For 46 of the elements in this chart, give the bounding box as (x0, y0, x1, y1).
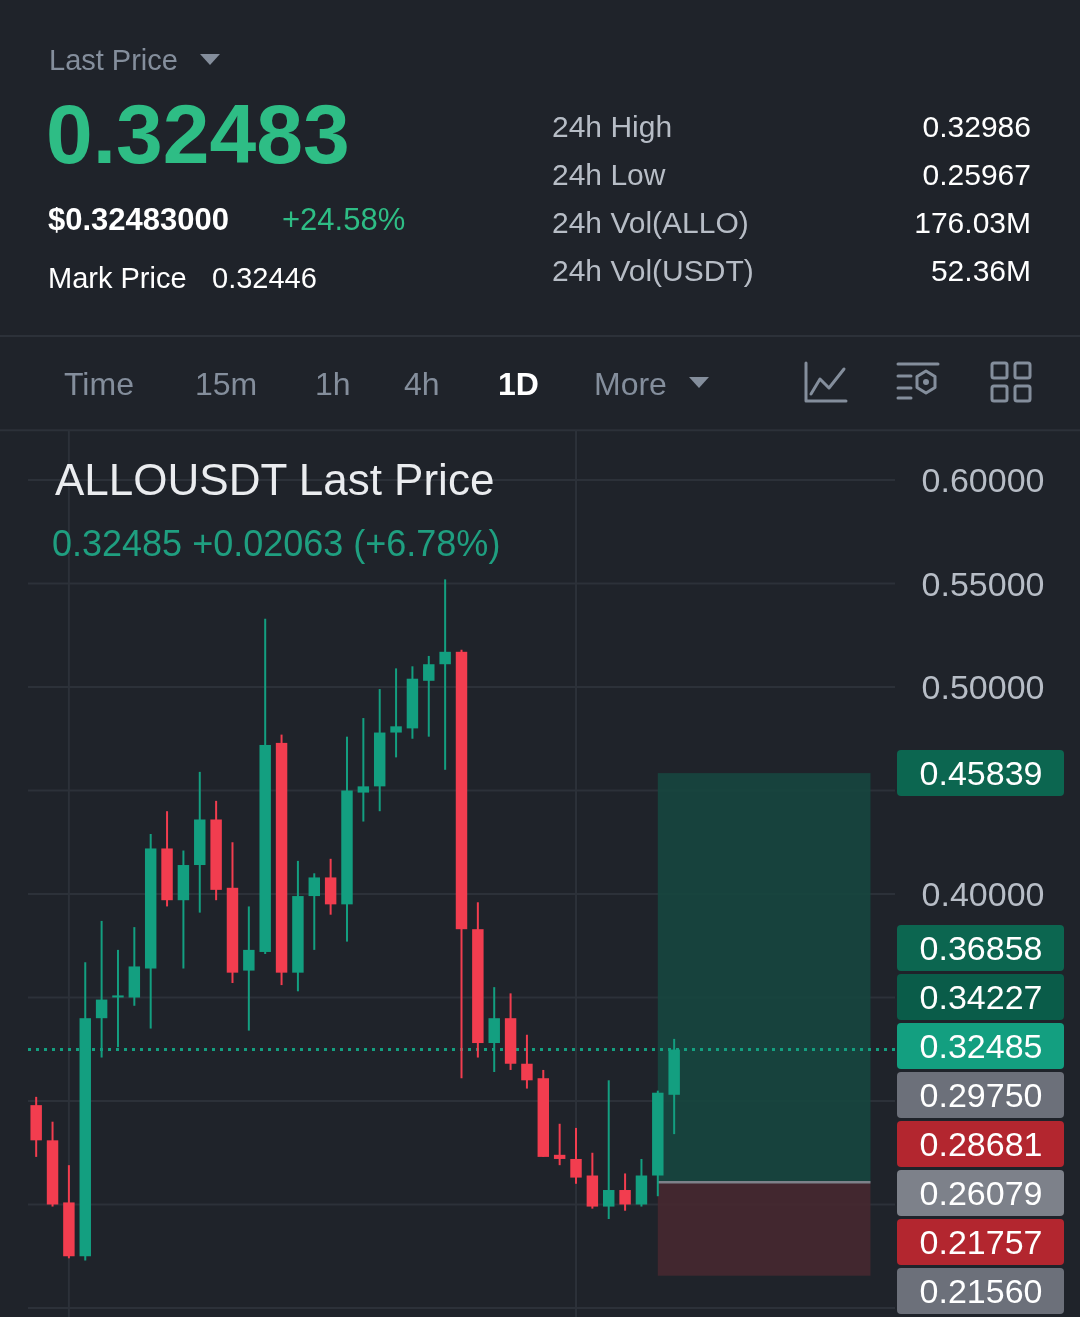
text: 0.21560 (919, 1272, 1043, 1310)
text: +24.58% (282, 202, 406, 237)
y-tick-label: 0.40000 (921, 875, 1045, 913)
text: 52.36M (930, 254, 1031, 287)
text: 1D (498, 366, 539, 402)
candlestick (619, 1172, 631, 1212)
text: 176.03M (914, 206, 1031, 239)
y-tick-label: 0.50000 (921, 668, 1045, 706)
y-tick-label: 0.55000 (921, 564, 1045, 603)
candlestick (521, 1033, 533, 1090)
text: 4h (404, 366, 440, 402)
text: 15m (195, 366, 258, 402)
text: 24h Vol(USDT) (552, 254, 754, 287)
candlestick (439, 578, 451, 771)
text: 0.32986 (922, 110, 1031, 143)
candlestick (390, 667, 402, 759)
text: 0.45839 (919, 754, 1043, 792)
text: 0.32483 (46, 87, 350, 181)
text: Time (64, 366, 134, 402)
text: 0.34227 (919, 978, 1043, 1016)
candlestick (357, 717, 370, 823)
candlestick (553, 1122, 566, 1167)
text: 0.28681 (919, 1125, 1043, 1163)
text: 0.29750 (919, 1076, 1043, 1114)
text: 24h Vol(ALLO) (552, 206, 749, 239)
text: 1h (315, 366, 351, 402)
ref-line-label: 0.26079 (919, 1174, 1043, 1212)
candlestick (603, 1079, 615, 1220)
candlestick (308, 872, 320, 951)
ref-line-label: 0.32485 (919, 1027, 1043, 1065)
text: $0.32483000 (48, 202, 230, 237)
text: 0.36858 (919, 929, 1043, 967)
text: 24h Low (552, 158, 666, 191)
text: Mark Price (48, 262, 187, 294)
text: 0.25967 (922, 158, 1031, 191)
candlestick (423, 654, 435, 738)
text: ALLOUSDT Last Price (55, 455, 495, 504)
text: 0.21757 (919, 1223, 1043, 1261)
text: 0.32446 (212, 262, 317, 294)
y-tick-label: 0.60000 (921, 461, 1045, 499)
text: Last Price (49, 44, 178, 76)
candlestick (243, 905, 255, 1032)
text: 24h High (552, 110, 673, 143)
candlestick (570, 1126, 582, 1185)
text: More (594, 366, 667, 402)
text: 0.32485 +0.02063 (+6.78%) (52, 523, 501, 564)
